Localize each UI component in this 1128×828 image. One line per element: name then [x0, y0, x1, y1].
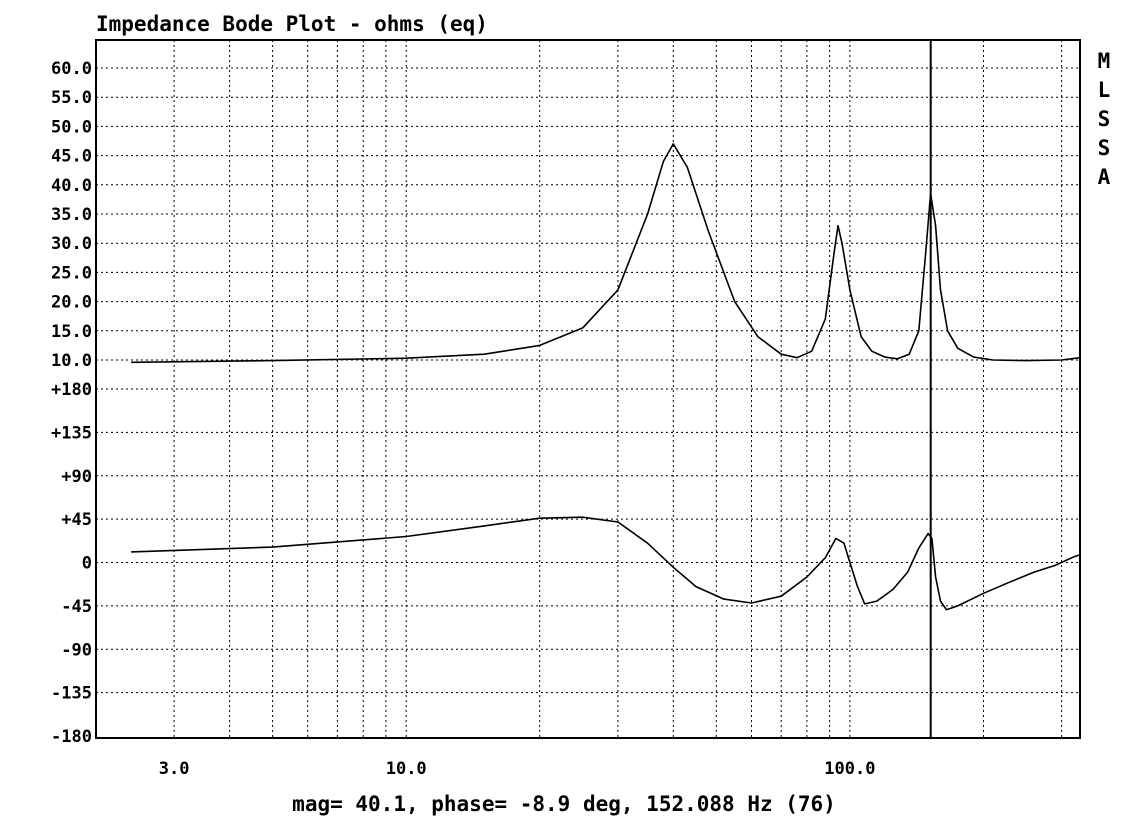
x-tick-label: 100.0 [824, 759, 875, 779]
y-tick-label: -180 [51, 727, 92, 747]
y-tick-label: -90 [61, 640, 92, 660]
plot-frame [95, 39, 1081, 739]
y-tick-label: 30.0 [51, 234, 92, 254]
y-tick-label: +180 [51, 380, 92, 400]
y-tick-label: 50.0 [51, 117, 92, 137]
y-tick-label: 10.0 [51, 351, 92, 371]
y-tick-label: 20.0 [51, 293, 92, 313]
side-label-letter: A [1098, 165, 1111, 189]
y-tick-label: 55.0 [51, 88, 92, 108]
y-tick-label: 60.0 [51, 59, 92, 79]
y-tick-label: 15.0 [51, 322, 92, 342]
y-tick-label: +45 [61, 510, 92, 530]
plot-grid [95, 40, 1080, 738]
side-label-letter: S [1098, 107, 1111, 131]
y-tick-label: 35.0 [51, 205, 92, 225]
plot-curves [131, 143, 1081, 611]
x-axis-tick-labels: 3.0 10.0 100.0 [159, 759, 876, 779]
magnitude-curve [131, 143, 1081, 364]
cursor-readout: mag= 40.1, phase= -8.9 deg, 152.088 Hz (… [292, 792, 836, 816]
phase-curve [131, 516, 1081, 611]
side-label-letter: L [1098, 78, 1111, 102]
y-tick-label: -45 [61, 597, 92, 617]
chart-title: Impedance Bode Plot - ohms (eq) [96, 12, 488, 36]
side-label-letter: S [1098, 136, 1111, 160]
y-axis-tick-labels: 60.0 55.0 50.0 45.0 40.0 35.0 30.0 25.0 20.0 15.0… [51, 59, 92, 747]
side-label-letter: M [1098, 49, 1111, 73]
x-tick-label: 3.0 [159, 759, 190, 779]
y-tick-label: -135 [51, 684, 92, 704]
y-tick-label: 45.0 [51, 147, 92, 167]
y-tick-label: +135 [51, 423, 92, 443]
x-tick-label: 10.0 [386, 759, 427, 779]
y-tick-label: 25.0 [51, 263, 92, 283]
y-tick-label: 0 [82, 554, 92, 574]
y-tick-label: 40.0 [51, 176, 92, 196]
y-tick-label: +90 [61, 467, 92, 487]
